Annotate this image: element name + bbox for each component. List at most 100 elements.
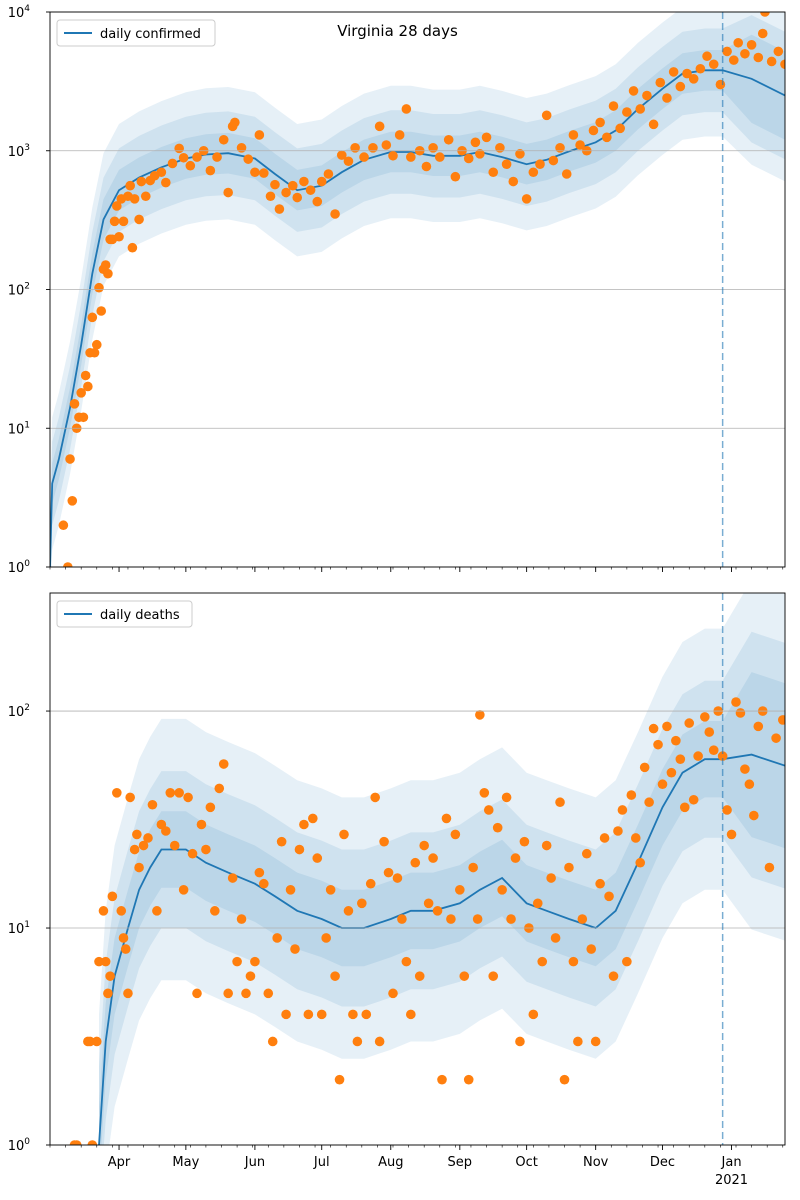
data-point — [308, 813, 318, 824]
data-point — [76, 388, 86, 398]
data-point — [343, 156, 354, 167]
legend: daily confirmed — [56, 19, 216, 47]
data-point — [87, 312, 98, 323]
data-point — [100, 260, 111, 270]
data-point — [501, 159, 512, 169]
data-point — [112, 201, 122, 211]
data-point — [276, 836, 287, 847]
data-point — [292, 192, 303, 203]
data-point — [299, 176, 309, 187]
data-point — [421, 161, 432, 172]
data-point — [178, 885, 189, 895]
data-point — [100, 956, 111, 967]
data-point — [653, 739, 663, 750]
y-tick-base: 10 — [8, 922, 25, 937]
y-tick-base: 10 — [8, 561, 25, 576]
legend-box — [56, 19, 216, 47]
uncertainty-band-3 — [50, 34, 785, 567]
data-point — [316, 176, 327, 187]
data-point — [599, 833, 610, 843]
data-point — [187, 848, 198, 859]
data-point — [535, 159, 545, 169]
data-point — [134, 862, 144, 873]
data-point — [227, 873, 238, 883]
data-point — [359, 152, 369, 162]
legend-box — [56, 600, 193, 628]
data-point — [675, 754, 686, 764]
y-tick-label: 101 — [8, 920, 30, 937]
data-point — [325, 885, 336, 895]
data-point — [590, 1036, 601, 1047]
y-tick-base: 10 — [8, 422, 25, 437]
data-point — [508, 176, 519, 187]
data-point — [731, 697, 741, 707]
data-point — [370, 792, 380, 803]
legend: daily deaths — [56, 600, 193, 628]
x-tick-label: Nov — [583, 1155, 609, 1170]
data-point — [722, 805, 732, 815]
data-point — [749, 810, 759, 821]
data-point — [630, 833, 641, 843]
data-point — [635, 104, 646, 114]
data-point — [561, 169, 572, 179]
data-point — [125, 180, 135, 191]
data-point — [588, 125, 599, 136]
data-point — [388, 988, 398, 999]
data-point — [58, 520, 69, 531]
data-point — [406, 152, 416, 162]
data-point — [196, 819, 207, 830]
data-point — [639, 762, 650, 773]
data-point — [735, 708, 746, 718]
data-point — [321, 933, 331, 943]
data-point — [96, 306, 107, 316]
data-point — [109, 216, 120, 227]
data-point — [595, 878, 605, 889]
data-point — [528, 167, 539, 178]
data-point — [223, 187, 233, 198]
data-point — [666, 767, 677, 778]
y-tick-label: 102 — [8, 703, 30, 720]
data-point — [134, 214, 144, 225]
data-point — [350, 143, 360, 153]
data-point — [123, 988, 133, 999]
data-point — [381, 140, 392, 150]
data-point — [568, 956, 579, 967]
data-point — [107, 891, 118, 902]
data-point — [733, 37, 744, 48]
data-point — [764, 862, 775, 873]
data-point — [174, 787, 184, 798]
x-tick-label: Dec — [650, 1155, 675, 1170]
data-point — [626, 790, 637, 800]
data-point — [468, 862, 478, 873]
data-point — [365, 878, 376, 889]
x-tick-label: Jun — [244, 1155, 265, 1170]
data-point — [103, 988, 113, 999]
data-point — [316, 1009, 327, 1020]
data-point — [406, 1009, 416, 1020]
data-point — [463, 1074, 474, 1085]
data-point — [760, 12, 770, 17]
data-point — [312, 853, 323, 863]
data-point — [401, 104, 412, 114]
data-point — [91, 1036, 102, 1047]
data-point — [479, 787, 490, 798]
data-point — [715, 79, 726, 90]
data-point — [675, 81, 686, 92]
data-point — [443, 134, 454, 145]
data-point — [103, 268, 113, 279]
data-point — [218, 759, 229, 769]
data-point — [272, 933, 282, 943]
data-point — [94, 956, 104, 967]
data-point — [668, 67, 679, 77]
data-point — [125, 792, 135, 803]
data-point — [129, 194, 140, 204]
data-point — [586, 944, 597, 954]
data-point — [455, 885, 465, 895]
data-point — [519, 836, 530, 847]
data-point — [236, 143, 247, 153]
data-point — [91, 339, 102, 350]
x-tick-label: Apr — [108, 1155, 131, 1170]
data-point — [546, 873, 556, 883]
data-point — [602, 132, 612, 143]
y-tick-base: 10 — [8, 705, 25, 720]
